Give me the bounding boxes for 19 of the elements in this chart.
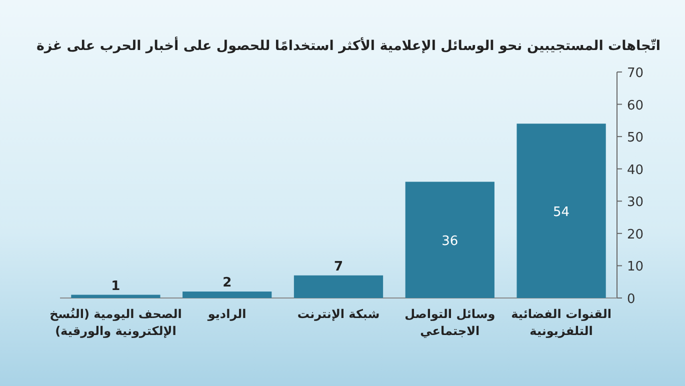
- data-label: 36: [442, 234, 458, 249]
- y-tick-label: 0: [627, 292, 636, 307]
- x-tick-label: وسائل التواصل الاجتماعي: [404, 307, 496, 338]
- y-tick-label: 30: [627, 195, 644, 210]
- data-label: 2: [222, 276, 232, 291]
- x-tick-label: القنوات الفضائية التلفزيونية: [511, 307, 612, 338]
- x-tick-label: الصحف اليومية (النُسخ الإلكترونية والورقية): [50, 307, 182, 338]
- y-tick-label: 20: [627, 227, 644, 242]
- y-tick-label: 70: [627, 66, 644, 81]
- x-tick-label: الراديو: [206, 307, 246, 321]
- chart-title: اتّجاهات المستجيبين نحو الوسائل الإعلامية الأكثر استخدامًا للحصول على أخبار الحرب على غزة: [36, 36, 661, 54]
- y-tick-label: 10: [627, 260, 644, 275]
- y-tick-label: 60: [627, 98, 644, 114]
- data-label: 7: [334, 259, 344, 274]
- data-label: 1: [111, 278, 120, 294]
- y-tick-label: 50: [627, 130, 644, 146]
- y-tick-label: 40: [627, 162, 644, 178]
- x-tick-label: شبكة الإنترنت: [297, 307, 380, 321]
- data-label: 54: [553, 204, 570, 220]
